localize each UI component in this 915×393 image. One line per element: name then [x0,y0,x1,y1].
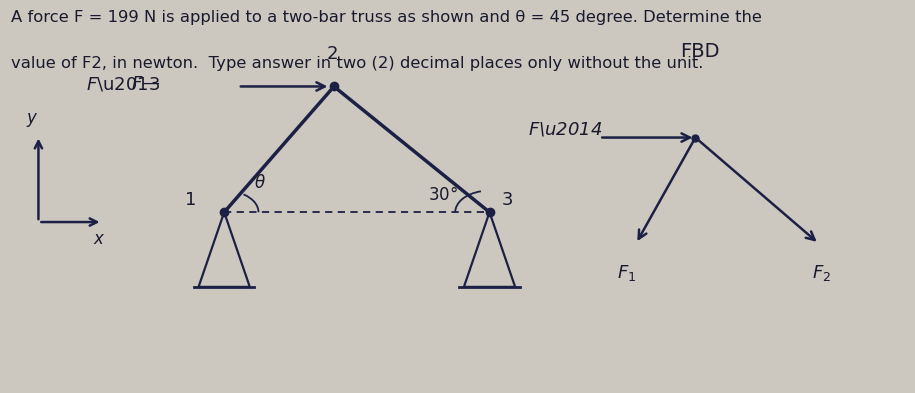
Text: 1: 1 [186,191,197,209]
Text: 3: 3 [501,191,513,209]
Text: value of F2, in newton.  Type answer in two (2) decimal places only without the : value of F2, in newton. Type answer in t… [11,56,704,71]
Text: $F_2$: $F_2$ [813,263,831,283]
Text: $\theta$: $\theta$ [254,174,266,192]
Text: A force F = 199 N is applied to a two-bar truss as shown and θ = 45 degree. Dete: A force F = 199 N is applied to a two-ba… [11,10,762,25]
Text: $\it{F}$\u2013: $\it{F}$\u2013 [86,75,160,94]
Text: $F$—: $F$— [131,75,160,94]
Text: 2: 2 [327,45,338,63]
Text: FBD: FBD [680,42,720,61]
Text: $F$\u2014: $F$\u2014 [528,121,602,139]
Text: $30°$: $30°$ [428,185,458,204]
Text: $F_1$: $F_1$ [617,263,637,283]
Text: $x$: $x$ [92,230,105,248]
Text: $y$: $y$ [26,111,38,129]
